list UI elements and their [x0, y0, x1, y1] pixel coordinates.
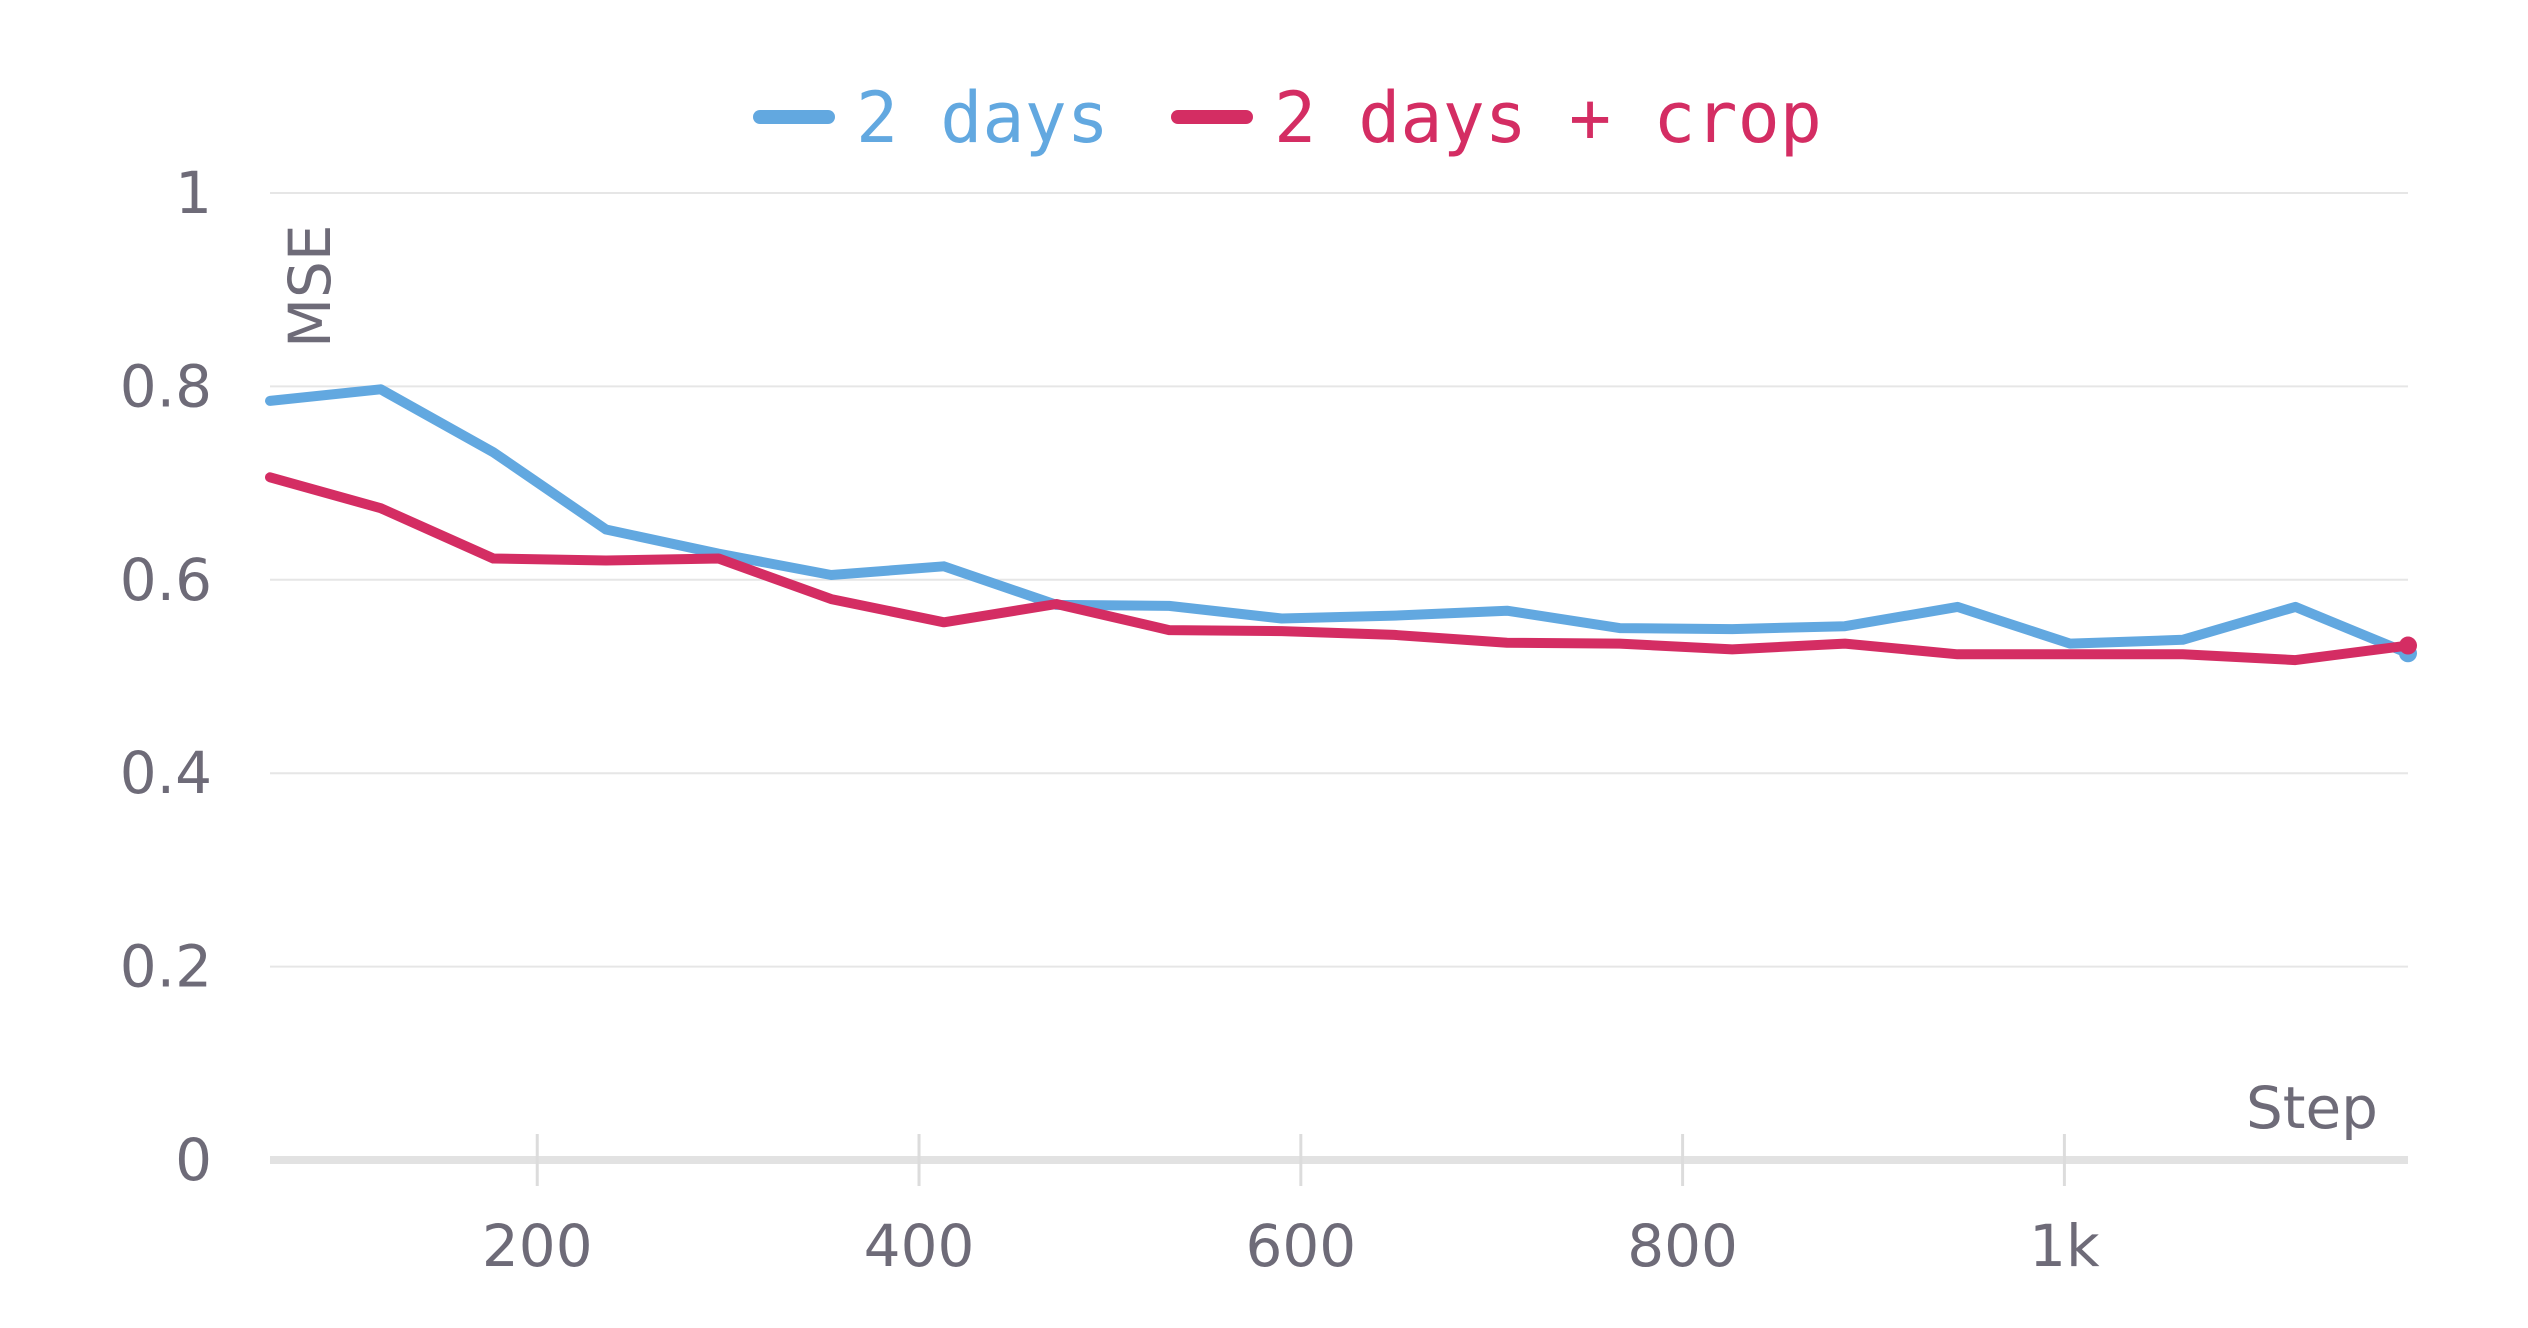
series-end-point-2	[2399, 636, 2417, 655]
x-tick-label: 1k	[2029, 1212, 2100, 1280]
x-axis: 200 400 600 800 1k	[270, 1134, 2408, 1280]
y-axis: 0 0.2 0.4 0.6 0.8 1	[120, 159, 212, 1194]
y-tick-label: 1	[175, 159, 212, 227]
legend-item-1: 2 days	[753, 77, 1109, 159]
x-tick-label: 800	[1627, 1212, 1738, 1280]
grid-layer	[270, 192, 2408, 968]
y-tick-label: 0.6	[120, 546, 212, 614]
x-tick-label: 600	[1245, 1212, 1356, 1280]
series-layer	[265, 384, 2417, 666]
y-tick-label: 0	[175, 1126, 212, 1194]
x-tick-label: 200	[482, 1212, 593, 1280]
y-tick-label: 0.4	[120, 739, 212, 807]
series-line-2	[265, 472, 2413, 666]
x-axis-title: Step	[2246, 1074, 2378, 1142]
y-tick-label: 0.8	[120, 352, 212, 420]
legend-label: 2 days + crop	[1274, 77, 1822, 159]
legend: 2 days 2 days + crop	[753, 77, 1822, 159]
y-tick-label: 0.2	[120, 933, 212, 1001]
series-line-1	[265, 384, 2413, 659]
y-axis-title: MSE	[276, 224, 344, 348]
legend-item-2: 2 days + crop	[1171, 77, 1822, 159]
x-tick-label: 400	[864, 1212, 975, 1280]
legend-label: 2 days	[856, 77, 1109, 159]
